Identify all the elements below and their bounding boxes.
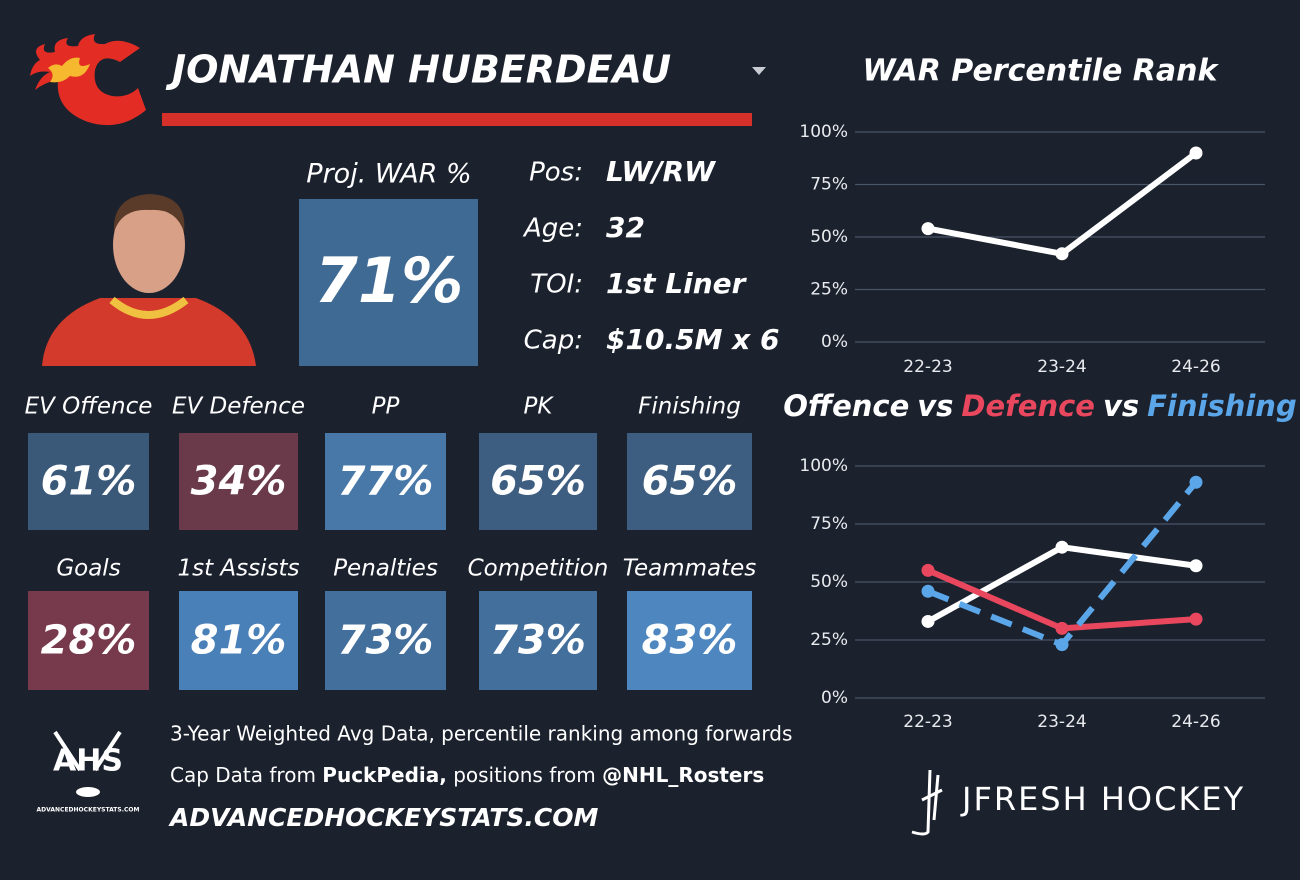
tile-value: 65%: [642, 459, 738, 505]
ahs-logo-text: AHS: [53, 744, 123, 779]
tile-value: 28%: [41, 618, 137, 664]
point: [1055, 621, 1069, 635]
footer-source-part: PuckPedia,: [322, 763, 447, 787]
footer-note: 3-Year Weighted Avg Data, percentile ran…: [170, 722, 792, 746]
x-tick-label: 23-24: [1037, 712, 1086, 732]
info-value: $10.5M x 6: [606, 323, 779, 356]
footer-url[interactable]: ADVANCEDHOCKEYSTATS.COM: [168, 803, 599, 832]
point: [1189, 559, 1203, 573]
tile: [28, 591, 149, 690]
y-tick-label: 25%: [810, 280, 848, 300]
tile-label: EV Defence: [172, 394, 305, 420]
point: [921, 563, 935, 577]
projection-value: 71%: [315, 244, 463, 317]
tile-label: Penalties: [333, 556, 438, 582]
y-tick-label: 50%: [810, 572, 848, 592]
tile-label: Teammates: [623, 556, 757, 582]
tile: [28, 433, 149, 530]
footer-source-part: Cap Data from: [170, 763, 322, 787]
tile-label: PP: [372, 394, 400, 420]
chart-title: WAR Percentile Rank: [863, 54, 1220, 89]
tile: [627, 433, 752, 530]
footer-source-part: @NHL_Rosters: [602, 763, 764, 787]
x-tick-label: 23-24: [1037, 357, 1086, 377]
x-tick-label: 22-23: [903, 357, 952, 377]
tile-value: 65%: [490, 459, 586, 505]
info-value: 1st Liner: [606, 267, 748, 300]
info-label: Pos:: [529, 158, 583, 188]
point: [921, 222, 935, 236]
y-tick-label: 75%: [810, 175, 848, 195]
tile-label: PK: [524, 394, 555, 420]
point: [921, 584, 935, 598]
dropdown-arrow[interactable]: [752, 67, 766, 75]
tile: [325, 433, 446, 530]
info-value: LW/RW: [606, 155, 716, 188]
legend-entry: Offence: [783, 389, 909, 423]
y-tick-label: 0%: [821, 688, 848, 708]
tile: [627, 591, 752, 690]
y-tick-label: 100%: [799, 456, 848, 476]
x-tick-label: 24-26: [1171, 357, 1220, 377]
legend-entry: Defence: [961, 389, 1095, 423]
title-separator: vs: [917, 389, 953, 423]
point: [1055, 638, 1069, 652]
tile-label: EV Offence: [25, 394, 153, 420]
point: [1189, 146, 1203, 160]
title-separator: vs: [1103, 389, 1139, 423]
info-label: Age:: [522, 214, 583, 244]
point: [1055, 540, 1069, 554]
team-logo: [30, 34, 146, 126]
y-tick-label: 100%: [799, 122, 848, 142]
tile-label: Finishing: [638, 394, 741, 420]
chart-title: Offence vs Defence vs Finishing: [783, 389, 1296, 423]
info-list: Pos: LW/RW Age: 32 TOI: 1st Liner Cap: $10.5M x…: [522, 155, 780, 356]
stat-tiles: EV Offence 61% EV Defence 34% PP 77% PK 65% Fini…: [25, 394, 757, 690]
player-photo: [42, 194, 256, 366]
ahs-logo-caption: ADVANCEDHOCKEYSTATS.COM: [37, 807, 140, 814]
tile-value: 81%: [191, 618, 287, 664]
tile: [325, 591, 446, 690]
point: [1055, 247, 1069, 261]
player-name: JONATHAN HUBERDEAU: [165, 48, 671, 92]
tile: [179, 433, 298, 530]
jfresh-logo: [911, 769, 943, 836]
footer-sources: Cap Data from PuckPedia, positions from …: [170, 763, 764, 787]
y-tick-label: 25%: [810, 630, 848, 650]
tile-value: 77%: [338, 459, 434, 505]
x-tick-label: 24-26: [1171, 712, 1220, 732]
point: [1189, 475, 1203, 489]
name-underline: [162, 113, 752, 126]
tile-value: 34%: [191, 459, 287, 505]
tile-value: 73%: [490, 618, 586, 664]
tile-label: 1st Assists: [177, 556, 299, 582]
tile-label: Goals: [56, 556, 120, 582]
info-label: Cap:: [524, 326, 583, 356]
projection-label: Proj. WAR %: [306, 159, 471, 190]
info-value: 32: [606, 211, 645, 244]
info-label: TOI:: [530, 270, 583, 300]
tile-label: Competition: [468, 556, 609, 582]
tile: [479, 433, 597, 530]
tile: [179, 591, 298, 690]
tile-value: 73%: [338, 618, 434, 664]
point: [921, 614, 935, 628]
brand: JFRESH HOCKEY: [960, 780, 1245, 818]
y-tick-label: 75%: [810, 514, 848, 534]
legend-entry: Finishing: [1147, 389, 1297, 423]
tile: [479, 591, 597, 690]
charts: WAR Percentile Rank 0% 25% 50% 75% 100% 22-23 2…: [783, 54, 1296, 733]
y-tick-label: 50%: [810, 227, 848, 247]
y-tick-label: 0%: [821, 332, 848, 352]
projection-box: [299, 199, 478, 366]
ahs-logo: AHS ADVANCEDHOCKEYSTATS.COM: [37, 730, 140, 814]
point: [1189, 612, 1203, 626]
tile-value: 83%: [642, 618, 738, 664]
footer-source-part: positions from: [447, 763, 602, 787]
x-tick-label: 22-23: [903, 712, 952, 732]
tile-value: 61%: [41, 459, 137, 505]
